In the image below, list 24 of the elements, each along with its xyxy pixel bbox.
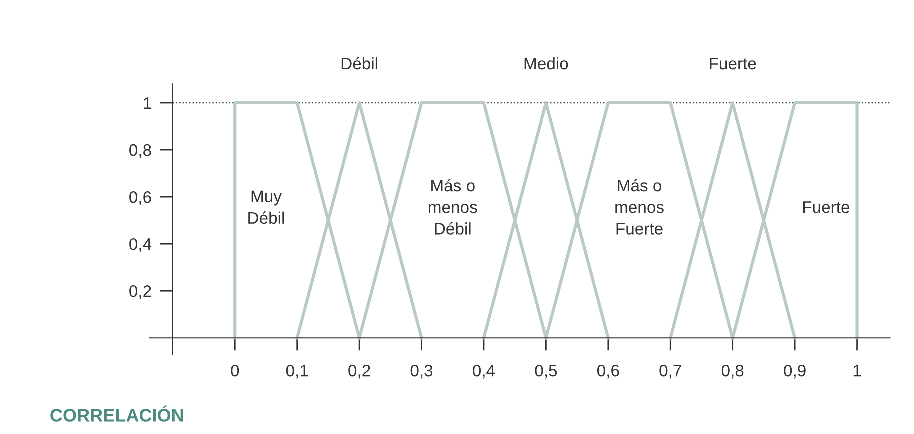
x-tick-label: 0,5	[535, 364, 558, 379]
x-tick-label: 0,4	[473, 364, 496, 379]
series-label: Más o menos Débil	[428, 179, 478, 235]
y-tick-label: 0,4	[130, 238, 152, 252]
x-tick-label: 0,7	[660, 364, 682, 379]
series-label: Muy Débil	[248, 190, 284, 224]
text: Medio	[524, 57, 568, 70]
x-tick-label: 0,9	[784, 364, 806, 379]
series-label: Más o menos Fuerte	[616, 179, 664, 235]
x-tick-label: 0,8	[722, 364, 744, 379]
y-tick-label: 0,2	[130, 286, 152, 300]
text: Fuerte	[710, 58, 756, 70]
x-axis-title: CORRELACIÓN	[50, 406, 184, 422]
y-tick-label: 0,6	[130, 191, 152, 206]
x-tick-label: 1	[854, 365, 862, 377]
x-tick-label: 0	[231, 364, 240, 377]
x-tick-label: 0,1	[286, 364, 308, 379]
x-tick-label: 0,6	[597, 364, 620, 379]
y-tick-label: 0,8	[130, 144, 152, 158]
y-tick-label: 1	[144, 98, 152, 110]
x-tick-label: 0,2	[348, 364, 370, 379]
text: Débil	[342, 57, 378, 70]
x-tick-label: 0,3	[410, 364, 433, 379]
series-label: Fuerte	[803, 202, 850, 214]
